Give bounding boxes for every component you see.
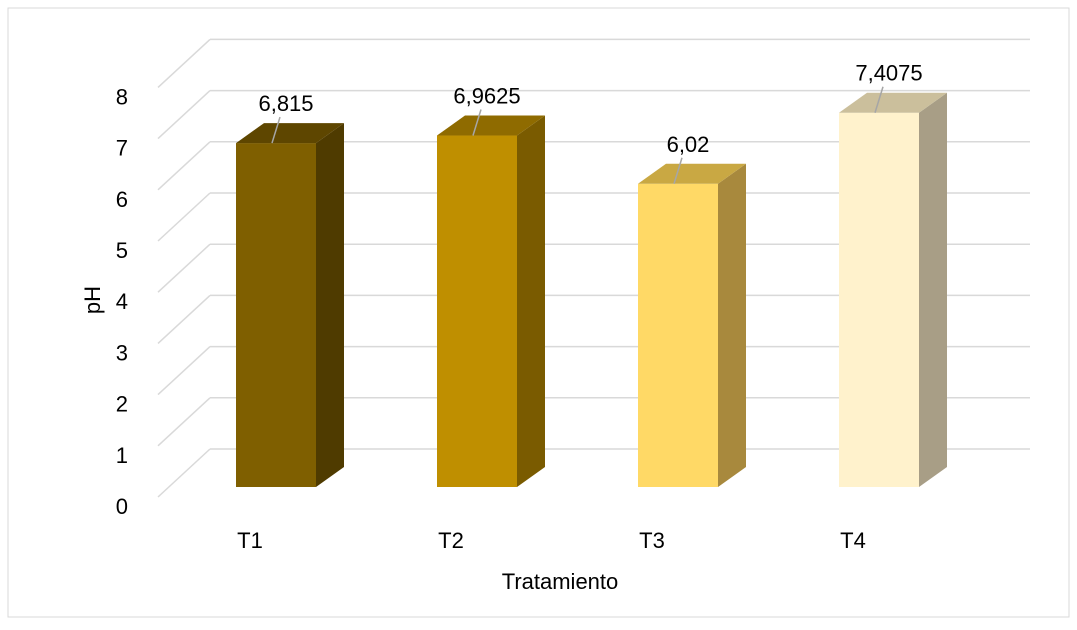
y-tick-label: 0 (116, 494, 128, 519)
x-tick-label: T4 (840, 528, 866, 553)
data-label: 6,815 (258, 91, 313, 116)
y-tick-label: 4 (116, 289, 128, 314)
gridline-diagonal (157, 243, 211, 293)
gridline-diagonal (157, 141, 211, 191)
gridline-diagonal (157, 448, 211, 498)
gridline-diagonal (157, 346, 211, 396)
x-axis-ticks: T1 T2 T3 T4 (237, 528, 866, 553)
bar-side (919, 92, 947, 488)
bar-front (839, 112, 919, 488)
y-axis-ticks: 0 1 2 3 4 5 6 7 8 (116, 84, 128, 519)
bar-front (437, 135, 517, 487)
bar-t1 (236, 123, 344, 488)
gridline-diagonal (157, 397, 211, 447)
bar-top (638, 163, 746, 184)
data-label: 6,02 (667, 132, 710, 157)
bar-front (236, 143, 316, 487)
x-tick-label: T2 (438, 528, 464, 553)
y-tick-label: 8 (116, 84, 128, 109)
y-axis-label: pH (80, 286, 105, 314)
bar-t3 (638, 163, 746, 487)
data-label-leader (271, 116, 281, 144)
y-tick-label: 5 (116, 238, 128, 263)
bar-side (718, 163, 746, 487)
y-tick-label: 2 (116, 392, 128, 417)
gridline-diagonal (157, 192, 211, 242)
gridline-diagonal (157, 90, 211, 140)
bar-t2 (437, 115, 545, 488)
data-labels: 6,815 6,9625 6,02 7,4075 (258, 61, 923, 184)
bars (236, 92, 947, 488)
y-tick-label: 6 (116, 187, 128, 212)
x-tick-label: T3 (639, 528, 665, 553)
gridline-diagonal (157, 38, 211, 88)
gridline-diagonal (157, 294, 211, 344)
x-axis-label: Tratamiento (502, 569, 619, 594)
data-label: 7,4075 (855, 61, 922, 86)
bar-top (437, 115, 545, 136)
data-label-leader (673, 157, 683, 184)
bar-top (839, 92, 947, 113)
bar-side (517, 115, 545, 488)
data-label-leader (472, 109, 482, 136)
y-tick-label: 1 (116, 443, 128, 468)
data-label: 6,9625 (453, 84, 520, 109)
y-tick-label: 3 (116, 340, 128, 365)
y-tick-label: 7 (116, 136, 128, 161)
bar-side (316, 123, 344, 488)
bar-t4 (839, 92, 947, 488)
data-label-leader (874, 86, 884, 113)
x-tick-label: T1 (237, 528, 263, 553)
bar-top (236, 123, 344, 144)
bar-front (638, 183, 718, 487)
